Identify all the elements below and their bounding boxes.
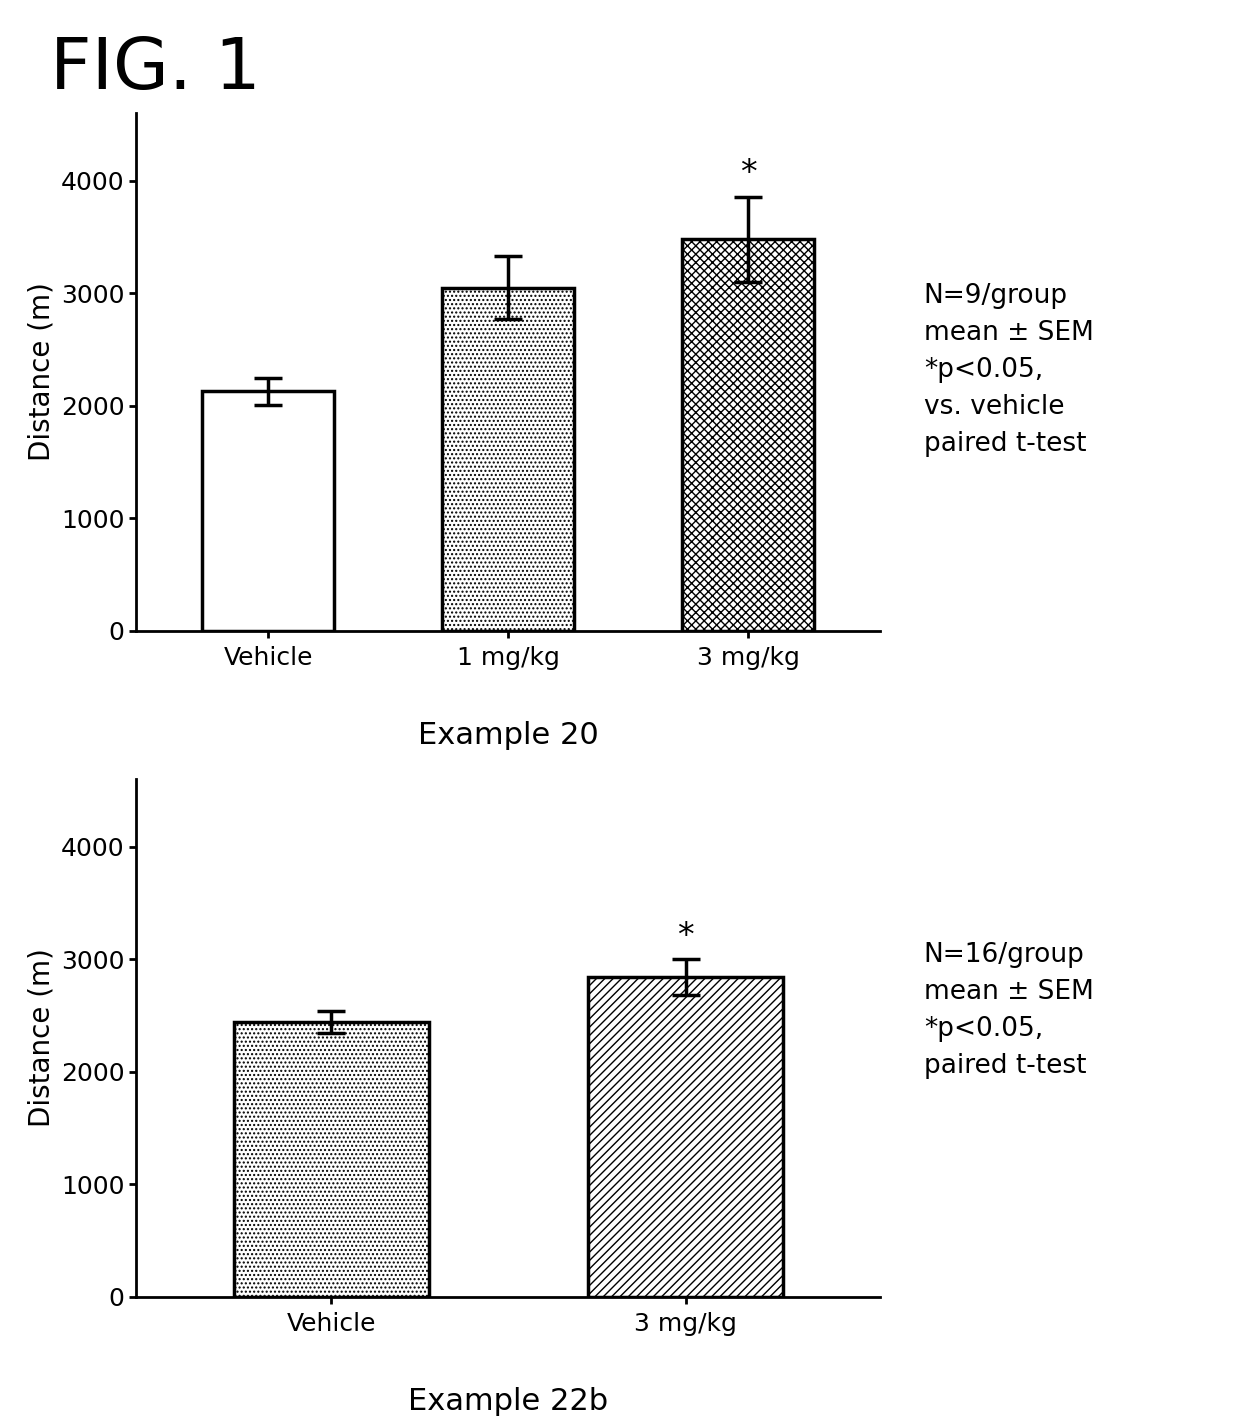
Text: N=9/group
mean ± SEM
*p<0.05,
vs. vehicle
paired t-test: N=9/group mean ± SEM *p<0.05, vs. vehicl… xyxy=(924,283,1094,458)
Bar xyxy=(443,288,574,631)
Text: FIG. 1: FIG. 1 xyxy=(50,35,260,105)
Text: *: * xyxy=(740,157,756,190)
Bar xyxy=(234,1022,429,1297)
Text: Example 20: Example 20 xyxy=(418,721,599,750)
Bar xyxy=(588,978,782,1297)
Bar xyxy=(202,391,335,631)
Bar xyxy=(682,239,815,631)
Text: N=16/group
mean ± SEM
*p<0.05,
paired t-test: N=16/group mean ± SEM *p<0.05, paired t-… xyxy=(924,942,1094,1080)
Text: *: * xyxy=(677,920,694,952)
Text: Example 22b: Example 22b xyxy=(408,1387,609,1416)
Y-axis label: Distance (m): Distance (m) xyxy=(27,948,56,1128)
Y-axis label: Distance (m): Distance (m) xyxy=(27,282,56,462)
